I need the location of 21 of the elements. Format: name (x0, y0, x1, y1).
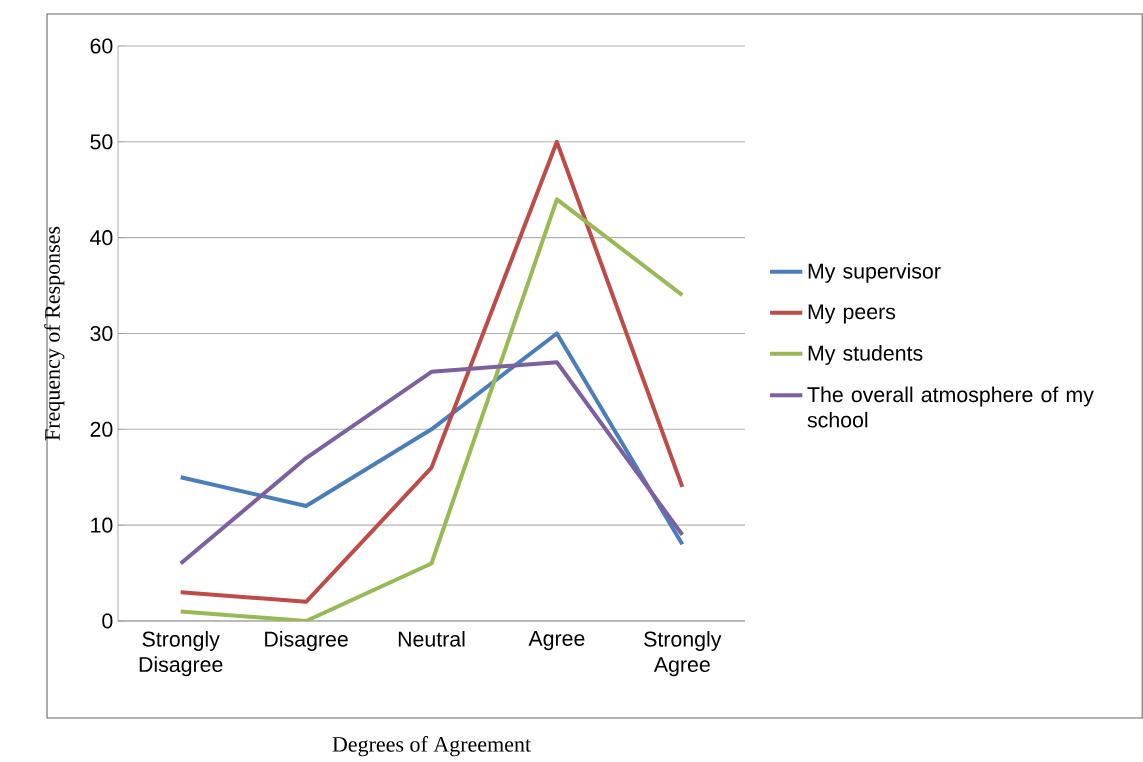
x-tick-label: Strongly Agree (644, 631, 722, 677)
y-tick-label: 30 (90, 325, 113, 342)
x-tick-label: Disagree (265, 631, 348, 651)
legend-label: My peers (808, 304, 896, 324)
y-tick-label: 0 (102, 613, 113, 629)
y-tick-label: 50 (90, 134, 113, 150)
legend-label: The overall atmosphere of my school (807, 386, 1094, 428)
line-series (178, 360, 685, 566)
legend-label: My supervisor (808, 262, 941, 283)
x-tick-label: Neutral (398, 631, 465, 647)
legend-label: My students (808, 345, 923, 365)
line-series (178, 197, 685, 621)
x-axis-title: Degrees of Agreement (332, 736, 531, 757)
y-axis-title: Frequency of Responses (44, 226, 65, 441)
x-tick-label: Agree (528, 631, 585, 651)
y-tick-label: 40 (90, 230, 113, 246)
x-tick-label: Strongly Disagree (139, 631, 223, 677)
line-series (178, 139, 685, 604)
y-tick-label: 60 (90, 38, 113, 54)
y-tick-label: 10 (91, 517, 113, 533)
y-tick-label: 20 (90, 421, 113, 437)
